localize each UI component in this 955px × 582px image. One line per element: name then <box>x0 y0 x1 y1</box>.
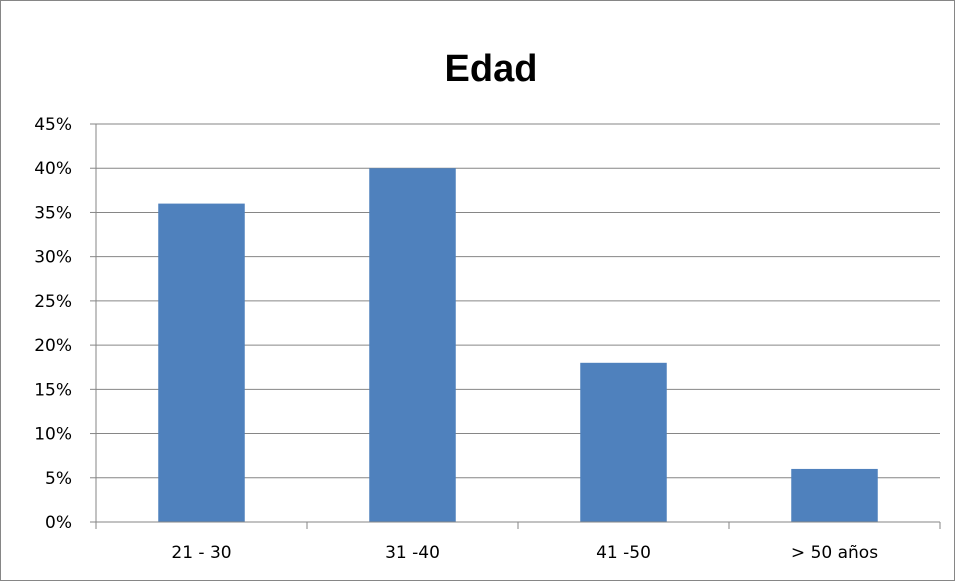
x-tick-label: 21 - 30 <box>171 543 231 563</box>
y-tick-label: 40% <box>34 159 72 179</box>
y-tick-label: 15% <box>34 380 72 400</box>
y-tick-label: 0% <box>45 513 72 533</box>
x-tick-label: 31 -40 <box>385 543 440 563</box>
x-tick-label: 41 -50 <box>596 543 651 563</box>
y-tick-label: 5% <box>45 469 72 489</box>
x-axis-tick-labels: 21 - 30 31 -40 41 -50 > 50 años <box>171 543 878 563</box>
y-tick-label: 35% <box>34 203 72 223</box>
y-axis-tick-labels: 0% 5% 10% 15% 20% 25% 30% 35% 40% 45% <box>34 115 72 533</box>
bars <box>158 168 878 522</box>
y-tick-label: 30% <box>34 248 72 268</box>
y-tick-label: 10% <box>34 425 72 445</box>
y-tick-label: 20% <box>34 336 72 356</box>
axes <box>90 123 941 529</box>
bar <box>158 203 245 522</box>
bar <box>791 468 878 522</box>
y-tick-label: 25% <box>34 292 72 312</box>
y-tick-label: 45% <box>34 115 72 135</box>
x-tick-label: > 50 años <box>791 543 878 563</box>
chart-title: Edad <box>445 48 538 90</box>
bar <box>369 168 456 522</box>
bar <box>580 362 667 522</box>
